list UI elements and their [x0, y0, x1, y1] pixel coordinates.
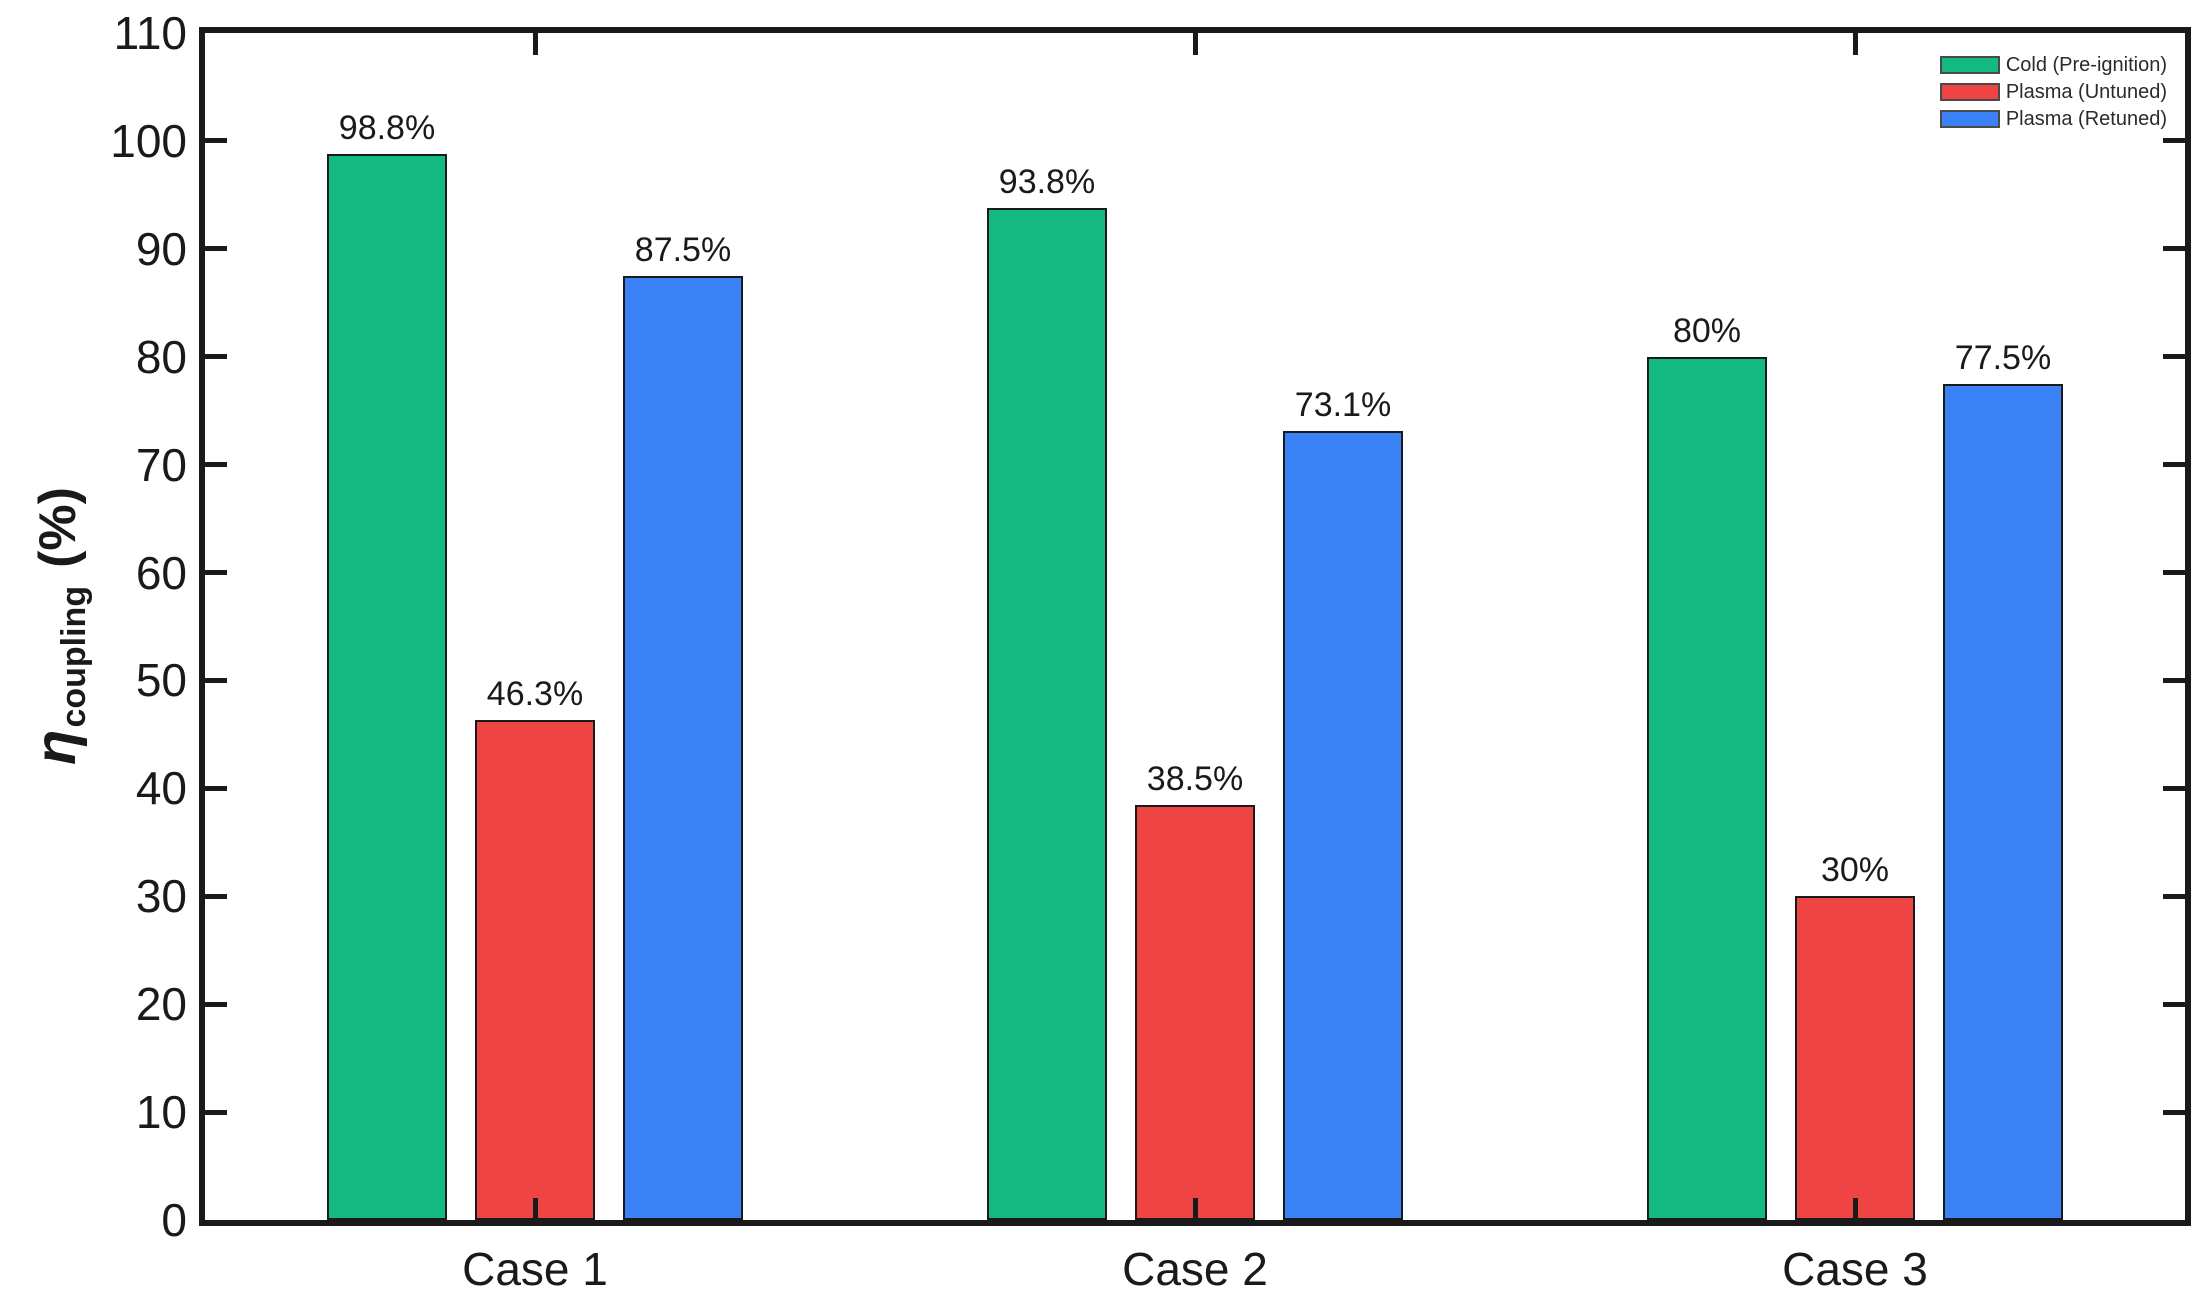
y-tick-right — [2163, 678, 2185, 683]
bar-3-1 — [1647, 357, 1767, 1220]
y-tick-label: 0 — [161, 1194, 187, 1246]
bar-value-label: 46.3% — [486, 675, 584, 713]
legend-row: Plasma (Retuned) — [1939, 108, 2167, 130]
x-category-label: Case 1 — [462, 1243, 608, 1292]
bar-value-label: 87.5% — [634, 231, 732, 269]
legend-row: Cold (Pre-ignition) — [1939, 54, 2167, 76]
y-tick-left — [205, 354, 227, 359]
x-tick-top — [533, 33, 538, 55]
bars-layer: 98.8% 46.3% 87.5% 93.8% 38.5% 73.1% 80% 30% 77.5… — [205, 33, 2185, 1220]
bar-2-2 — [1135, 805, 1255, 1220]
bar-2-3 — [1283, 431, 1403, 1220]
y-tick-right — [2163, 1002, 2185, 1007]
y-tick-label: 60 — [135, 547, 187, 599]
x-category-label: Case 3 — [1782, 1243, 1928, 1292]
legend-label: Cold (Pre-ignition) — [2005, 54, 2167, 76]
y-tick-right — [2163, 894, 2185, 899]
y-tick-right — [2163, 786, 2185, 791]
y-tick-label: 100 — [110, 115, 187, 167]
y-tick-label: 20 — [135, 978, 187, 1030]
y-tick-label: 90 — [135, 223, 187, 275]
legend-swatch — [1939, 83, 2000, 101]
bar-value-label: 77.5% — [1954, 339, 2052, 377]
x-tick-bottom — [533, 1198, 538, 1220]
bar-3-2 — [1795, 896, 1915, 1220]
bar-2-1 — [987, 208, 1107, 1220]
legend: Cold (Pre-ignition) Plasma (Untuned) Plasm… — [1939, 54, 2167, 130]
y-tick-left — [205, 462, 227, 467]
bar-value-label: 93.8% — [998, 163, 1096, 201]
plot-area: 98.8% 46.3% 87.5% 93.8% 38.5% 73.1% 80% 30% 77.5… — [199, 27, 2191, 1226]
y-tick-left — [205, 678, 227, 683]
y-tick-label: 80 — [135, 331, 187, 383]
legend-label: Plasma (Retuned) — [2005, 108, 2167, 130]
y-tick-left — [205, 894, 227, 899]
bar-value-label: 98.8% — [338, 109, 436, 147]
x-category-label: Case 2 — [1122, 1243, 1268, 1292]
x-tick-top — [1193, 33, 1198, 55]
y-tick-label: 30 — [135, 870, 187, 922]
bar-3-3 — [1943, 384, 2063, 1220]
x-tick-bottom — [1853, 1198, 1858, 1220]
y-tick-right — [2163, 1110, 2185, 1115]
y-tick-right — [2163, 138, 2185, 143]
y-tick-left — [205, 1002, 227, 1007]
y-tick-left — [205, 786, 227, 791]
y-tick-label: 70 — [135, 439, 187, 491]
y-tick-left — [205, 570, 227, 575]
bar-value-label: 38.5% — [1146, 760, 1244, 798]
bar-value-label: 80% — [1672, 312, 1742, 350]
legend-swatch — [1939, 56, 2000, 74]
y-tick-left — [205, 138, 227, 143]
y-tick-label: 50 — [135, 654, 187, 706]
y-tick-right — [2163, 354, 2185, 359]
y-tick-left — [205, 246, 227, 251]
legend-label: Plasma (Untuned) — [2005, 81, 2167, 103]
legend-row: Plasma (Untuned) — [1939, 81, 2167, 103]
y-tick-left — [205, 1110, 227, 1115]
axis-ticks-layer — [205, 33, 2185, 1220]
x-tick-top — [1853, 33, 1858, 55]
bar-value-label: 30% — [1820, 851, 1890, 889]
bar-1-1 — [327, 154, 447, 1220]
x-tick-bottom — [1193, 1198, 1198, 1220]
y-tick-right — [2163, 462, 2185, 467]
y-tick-label: 40 — [135, 762, 187, 814]
bar-1-3 — [623, 276, 743, 1220]
y-tick-right — [2163, 246, 2185, 251]
y-tick-label: 10 — [135, 1086, 187, 1138]
bar-value-label: 73.1% — [1294, 386, 1392, 424]
y-tick-label: 110 — [113, 7, 187, 59]
bar-1-2 — [475, 720, 595, 1220]
y-tick-right — [2163, 570, 2185, 575]
legend-swatch — [1939, 110, 2000, 128]
